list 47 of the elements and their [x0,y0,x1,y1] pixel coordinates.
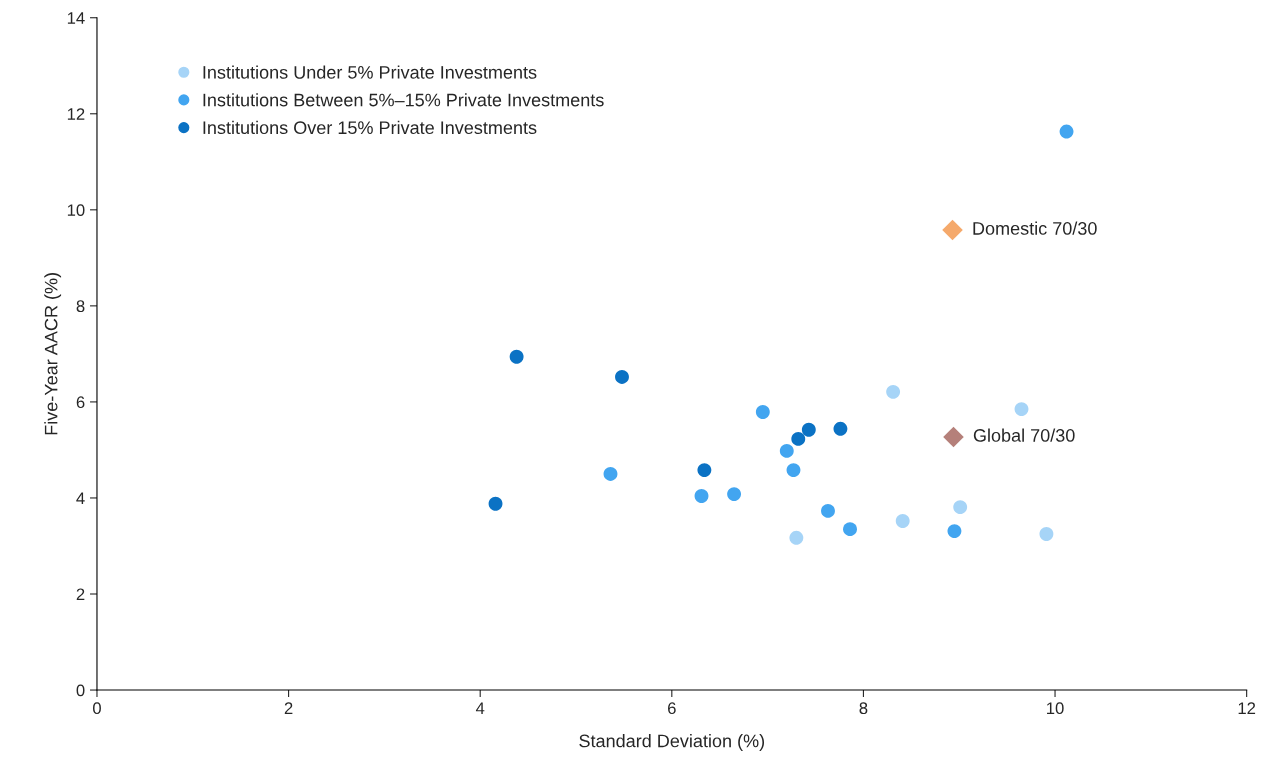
point [943,426,964,448]
point [615,370,629,384]
y-tick-label: 4 [76,492,85,504]
legend-label: Institutions Over 15% Private Investments [203,120,537,135]
point [694,489,709,503]
point [727,487,742,502]
point [791,431,806,446]
point [1014,402,1029,417]
point [488,496,503,511]
point [509,349,524,364]
y-axis-title: Five-Year AACR (%) [44,273,62,435]
point [886,384,901,399]
x-tick-label: 0 [92,702,101,715]
x-tick-label: 6 [668,702,676,715]
y-tick-label: 10 [67,204,85,217]
series-label: Domestic 70/30 [973,221,1097,235]
point [843,522,857,537]
legend-label: Institutions Under 5% Private Investments [203,65,537,79]
point [942,219,963,241]
y-tick-label: 0 [76,684,85,697]
point [1039,527,1054,541]
legend-label: Institutions Between 5%–15% Private Investments [203,93,604,107]
y-tick-label: 8 [76,300,85,313]
x-tick-label: 4 [475,702,485,714]
point [697,463,712,478]
x-tick-label: 8 [859,702,868,715]
point [947,524,962,539]
point [603,467,618,481]
x-tick-label: 12 [1238,702,1256,714]
point [895,514,910,528]
y-tick-label: 14 [67,12,85,24]
point [953,500,968,515]
series-label: Global 70/30 [973,428,1075,442]
point [755,405,770,419]
y-tick-label: 2 [76,588,85,601]
x-axis-title: Standard Deviation (%) [579,734,765,751]
point [1059,124,1074,139]
point [801,422,816,437]
y-tick-label: 12 [67,108,85,120]
point [789,530,804,545]
point [833,421,848,436]
point [821,503,835,518]
y-tick-label: 6 [76,396,85,409]
x-tick-label: 10 [1047,702,1064,715]
point [779,443,794,458]
x-tick-label: 2 [284,702,293,714]
point [786,463,801,478]
